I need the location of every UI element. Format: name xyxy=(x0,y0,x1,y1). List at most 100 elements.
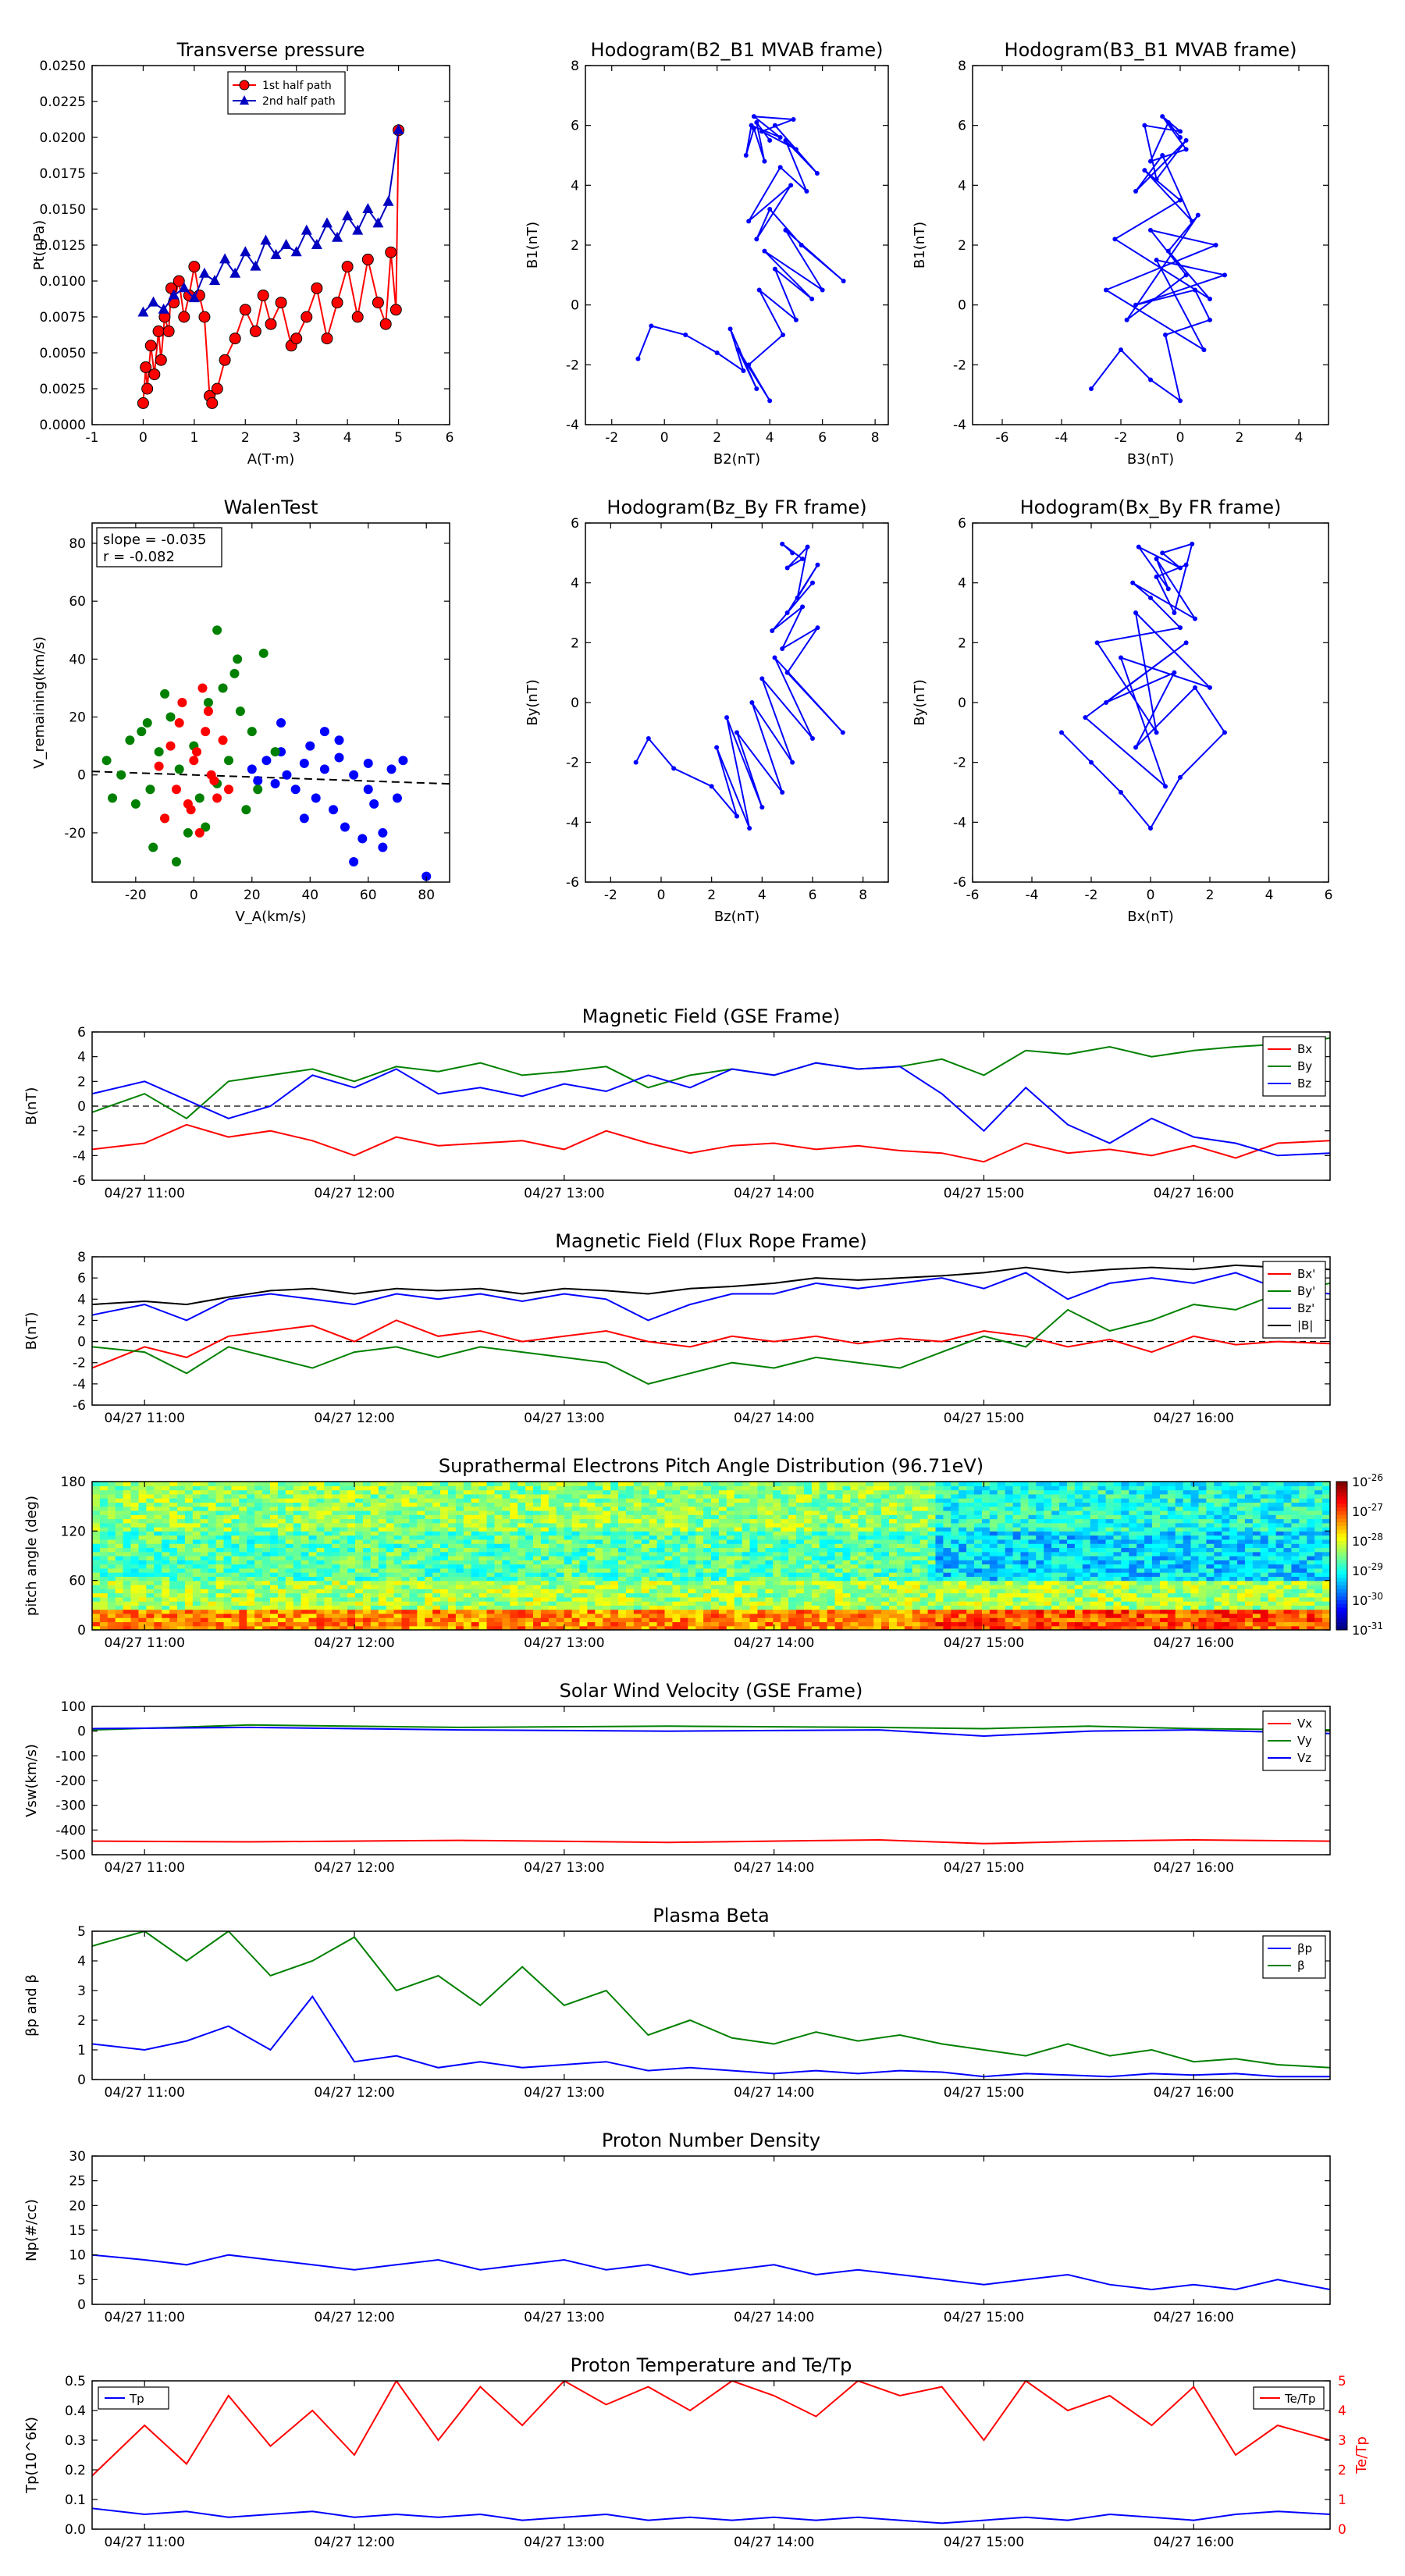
heatmap-cell xyxy=(200,1617,209,1623)
heatmap-cell xyxy=(269,1592,279,1598)
heatmap-cell xyxy=(518,1592,526,1598)
heatmap-cell xyxy=(455,1567,464,1573)
heatmap-cell xyxy=(618,1560,627,1565)
heatmap-cell xyxy=(440,1560,449,1565)
heatmap-cell xyxy=(935,1621,944,1627)
heatmap-cell xyxy=(130,1547,140,1553)
heatmap-cell xyxy=(177,1506,186,1511)
heatmap-cell xyxy=(340,1556,348,1560)
heatmap-cell xyxy=(1082,1535,1091,1540)
heatmap-cell xyxy=(518,1625,526,1630)
heatmap-cell xyxy=(432,1625,441,1630)
heatmap-cell xyxy=(324,1489,333,1495)
heatmap-cell xyxy=(231,1531,240,1536)
heatmap-cell xyxy=(1314,1592,1323,1598)
heatmap-cell xyxy=(571,1567,581,1573)
heatmap-cell xyxy=(1136,1560,1145,1565)
heatmap-cell xyxy=(1144,1567,1153,1573)
heatmap-cell xyxy=(208,1527,217,1532)
heatmap-cell xyxy=(215,1514,225,1520)
heatmap-cell xyxy=(603,1621,611,1627)
heatmap-cell xyxy=(703,1592,712,1598)
heatmap-cell xyxy=(362,1518,372,1524)
heatmap-cell xyxy=(1044,1551,1052,1557)
heatmap-cell xyxy=(162,1502,170,1507)
heatmap-cell xyxy=(664,1601,674,1606)
plot-area xyxy=(635,114,846,404)
heatmap-cell xyxy=(757,1567,766,1573)
heatmap-cell xyxy=(502,1551,510,1557)
heatmap-cell xyxy=(355,1514,364,1520)
y-tick-label: 6 xyxy=(958,119,966,134)
heatmap-cell xyxy=(912,1584,921,1589)
heatmap-cell xyxy=(1252,1621,1261,1627)
heatmap-cell xyxy=(386,1617,395,1623)
heatmap-cell xyxy=(974,1580,983,1585)
series-line-Bz' xyxy=(92,1272,1330,1322)
heatmap-cell xyxy=(92,1601,101,1606)
heatmap-cell xyxy=(378,1601,387,1606)
heatmap-cell xyxy=(154,1502,162,1507)
heatmap-cell xyxy=(672,1625,681,1630)
heatmap-cell xyxy=(1198,1589,1207,1594)
heatmap-cell xyxy=(223,1592,233,1598)
heatmap-cell xyxy=(688,1560,696,1565)
heatmap-cell xyxy=(788,1584,797,1589)
heatmap-cell xyxy=(92,1498,101,1503)
heatmap-cell xyxy=(1167,1551,1176,1557)
heatmap-cell xyxy=(154,1482,162,1486)
heatmap-cell xyxy=(247,1485,255,1491)
heatmap-cell xyxy=(842,1576,852,1582)
heatmap-cell xyxy=(587,1580,596,1585)
heatmap-cell xyxy=(595,1539,603,1544)
heatmap-cell xyxy=(1214,1609,1222,1614)
heatmap-cell xyxy=(332,1506,340,1511)
heatmap-cell xyxy=(169,1589,178,1594)
heatmap-cell xyxy=(1082,1605,1091,1610)
heatmap-cell xyxy=(138,1510,147,1515)
heatmap-cell xyxy=(440,1592,449,1598)
heatmap-cell xyxy=(1159,1584,1168,1589)
heatmap-cell xyxy=(332,1485,340,1491)
heatmap-cell xyxy=(1044,1531,1052,1536)
heatmap-cell xyxy=(308,1489,318,1495)
heatmap-cell xyxy=(262,1589,271,1594)
heatmap-cell xyxy=(1097,1564,1107,1569)
heatmap-cell xyxy=(773,1625,781,1630)
heatmap-cell xyxy=(951,1556,959,1560)
heatmap-cell xyxy=(1036,1596,1044,1602)
heatmap-cell xyxy=(231,1502,240,1507)
heatmap-cell xyxy=(169,1572,178,1577)
heatmap-cell xyxy=(123,1493,132,1499)
heatmap-cell xyxy=(486,1617,496,1623)
heatmap-cell xyxy=(486,1535,496,1540)
series-line-0 xyxy=(637,115,845,401)
heatmap-cell xyxy=(912,1580,921,1585)
heatmap-cell xyxy=(332,1535,340,1540)
heatmap-cell xyxy=(177,1589,186,1594)
heatmap-cell xyxy=(935,1592,944,1598)
heatmap-cell xyxy=(951,1625,959,1630)
heatmap-cell xyxy=(587,1560,596,1565)
heatmap-cell xyxy=(518,1617,526,1623)
heatmap-cell xyxy=(123,1572,132,1577)
heatmap-cell xyxy=(819,1535,828,1540)
heatmap-cell xyxy=(247,1539,255,1544)
heatmap-cell xyxy=(1222,1535,1230,1540)
heatmap-cell xyxy=(130,1531,140,1536)
heatmap-cell xyxy=(154,1498,162,1503)
heatmap-cell xyxy=(478,1547,488,1553)
heatmap-cell xyxy=(1275,1572,1285,1577)
heatmap-cell xyxy=(919,1613,929,1618)
heatmap-cell xyxy=(115,1625,124,1630)
heatmap-cell xyxy=(935,1539,944,1544)
heatmap-cell xyxy=(200,1493,209,1499)
heatmap-cell xyxy=(1206,1601,1215,1606)
heatmap-cell xyxy=(927,1539,937,1544)
heatmap-cell xyxy=(610,1535,619,1540)
heatmap-cell xyxy=(1229,1584,1238,1589)
heatmap-cell xyxy=(154,1617,162,1623)
heatmap-cell xyxy=(548,1543,557,1549)
heatmap-cell xyxy=(169,1609,178,1614)
heatmap-cell xyxy=(788,1625,797,1630)
